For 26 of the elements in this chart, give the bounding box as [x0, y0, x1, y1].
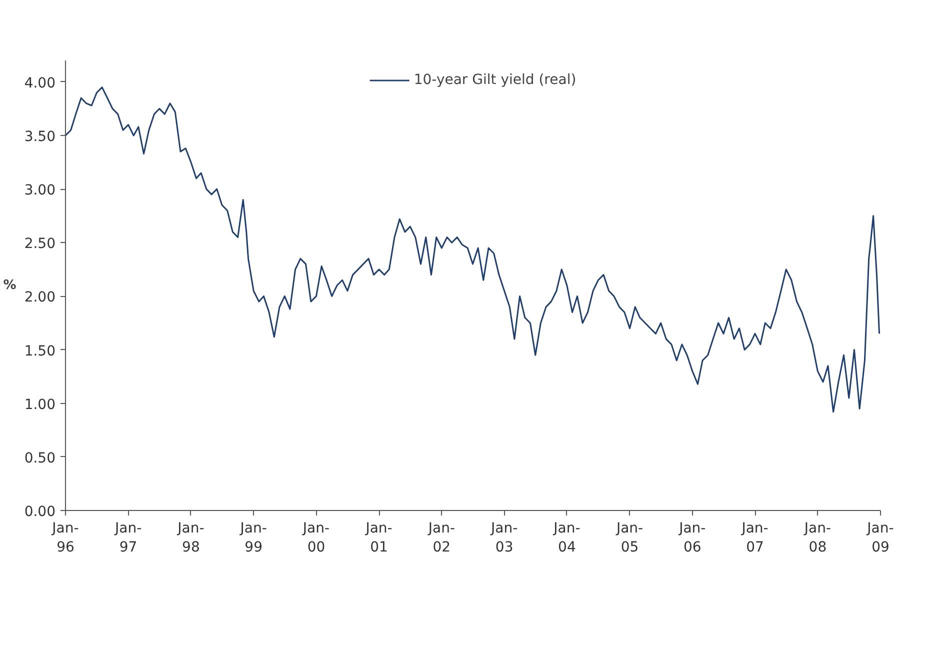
y-tick-label: 3.00 [24, 182, 56, 199]
line-series [66, 86, 880, 413]
legend-label: 10-year Gilt yield (real) [414, 72, 576, 88]
x-tick-label: Jan- 03 [490, 520, 518, 556]
x-tick-label: Jan- 00 [302, 520, 330, 556]
x-tick-label: Jan- 98 [176, 520, 204, 556]
y-axis-title: % [3, 278, 16, 293]
x-tick-label: Jan- 99 [239, 520, 267, 556]
x-tick-label: Jan- 97 [114, 520, 142, 556]
y-tick-label: 4.00 [24, 75, 56, 92]
x-tick-label: Jan- 04 [552, 520, 580, 556]
y-tick-label: 2.00 [24, 290, 56, 306]
x-tick-label: Jan- 08 [803, 520, 832, 556]
y-tick-label: 0.50 [24, 450, 56, 466]
y-tick-label: 2.50 [24, 236, 56, 252]
x-tick-label: Jan- 01 [364, 520, 392, 556]
y-tick-label: 3.50 [24, 129, 56, 145]
y-tick-label: 1.00 [24, 396, 56, 413]
y-tick-label: 1.50 [24, 343, 56, 360]
x-tick-label: Jan- 09 [866, 520, 894, 556]
x-tick-label: Jan- 06 [678, 520, 706, 556]
x-tick-label: Jan- 05 [615, 520, 644, 556]
y-tick-label: 0.00 [24, 504, 56, 520]
x-tick-label: Jan- 07 [740, 520, 768, 556]
x-tick-label: Jan- 96 [51, 520, 79, 556]
x-tick-label: Jan- 02 [427, 520, 456, 556]
